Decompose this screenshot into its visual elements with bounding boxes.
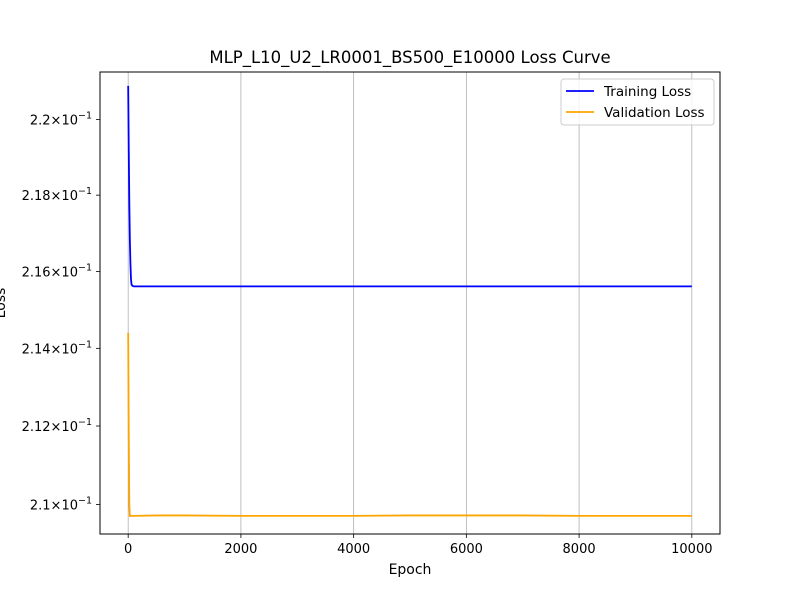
y-tick-mantissa: 2.16×10 bbox=[22, 265, 78, 280]
x-axis-ticks: 0 2000 4000 6000 8000 10000 bbox=[124, 534, 712, 557]
training-loss-line bbox=[127, 85, 692, 288]
y-axis-label: Loss bbox=[0, 288, 9, 319]
y-tick-exponent: −1 bbox=[78, 262, 92, 273]
legend: Training Loss Validation Loss bbox=[560, 78, 715, 126]
y-tick-label: 2.14×10−1 bbox=[22, 339, 92, 357]
y-axis-ticks: 2.1×10−12.12×10−12.14×10−12.16×10−12.18×… bbox=[22, 111, 100, 513]
y-tick-exponent: −1 bbox=[78, 339, 92, 350]
x-tick-label: 0 bbox=[124, 542, 132, 557]
series-lines bbox=[127, 85, 692, 518]
legend-training-label: Training Loss bbox=[603, 84, 691, 100]
y-tick-mantissa: 2.2×10 bbox=[30, 114, 78, 129]
x-tick-label: 2000 bbox=[224, 542, 257, 557]
y-tick-label: 2.18×10−1 bbox=[22, 186, 92, 204]
y-tick-mantissa: 2.12×10 bbox=[22, 420, 78, 435]
y-tick-exponent: −1 bbox=[78, 111, 92, 122]
y-tick-exponent: −1 bbox=[78, 495, 92, 506]
y-tick-label: 2.16×10−1 bbox=[22, 262, 92, 280]
y-tick-mantissa: 2.1×10 bbox=[30, 498, 78, 513]
y-tick-mantissa: 2.14×10 bbox=[22, 342, 78, 357]
chart-title: MLP_L10_U2_LR0001_BS500_E10000 Loss Curv… bbox=[209, 48, 610, 68]
y-tick-mantissa: 2.18×10 bbox=[22, 189, 78, 204]
y-tick-exponent: −1 bbox=[78, 186, 92, 197]
y-tick-exponent: −1 bbox=[78, 417, 92, 428]
x-tick-label: 8000 bbox=[563, 542, 596, 557]
x-tick-label: 10000 bbox=[671, 542, 712, 557]
y-tick-label: 2.12×10−1 bbox=[22, 417, 92, 435]
x-axis-label: Epoch bbox=[389, 562, 432, 578]
x-tick-label: 4000 bbox=[337, 542, 370, 557]
y-tick-label: 2.2×10−1 bbox=[30, 111, 92, 129]
x-tick-label: 6000 bbox=[450, 542, 483, 557]
y-tick-label: 2.1×10−1 bbox=[30, 495, 92, 513]
validation-loss-line bbox=[127, 332, 692, 518]
plot-frame bbox=[99, 71, 721, 535]
legend-validation-label: Validation Loss bbox=[604, 105, 705, 121]
legend-box bbox=[560, 78, 715, 126]
